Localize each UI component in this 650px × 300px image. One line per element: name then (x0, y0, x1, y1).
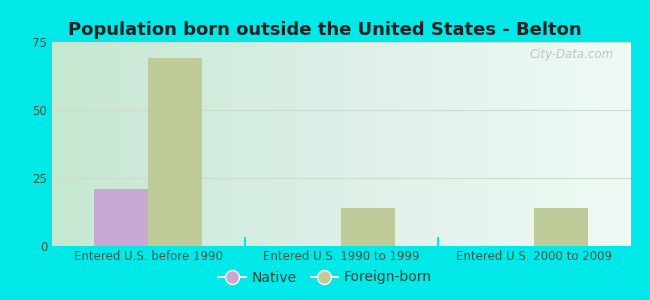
Text: Population born outside the United States - Belton: Population born outside the United State… (68, 21, 582, 39)
Bar (148, 58, 202, 246)
Bar (341, 208, 395, 246)
Legend: Native, Foreign-born: Native, Foreign-born (213, 265, 437, 290)
Bar (94, 189, 148, 246)
Bar (534, 208, 588, 246)
Text: City-Data.com: City-Data.com (529, 48, 613, 61)
